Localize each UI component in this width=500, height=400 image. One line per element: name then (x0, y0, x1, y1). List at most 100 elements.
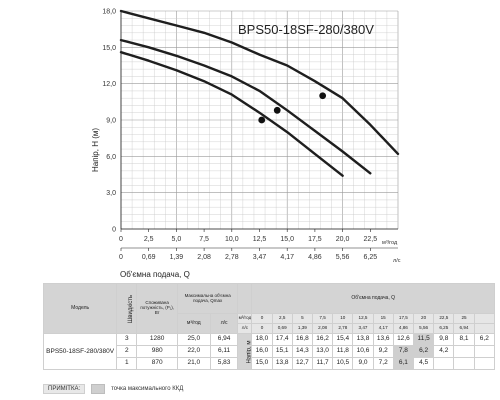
head-value-cell: 6,2 (412, 345, 435, 358)
head-value-cell: 11,7 (311, 357, 334, 370)
head-value-cell: 9,0 (352, 357, 374, 370)
chart-labels: BPS50-18SF-280/380V Напір, H (м) Об'ємна… (91, 9, 401, 280)
qmax-m3h-cell: 22,0 (176, 345, 211, 358)
head-value-cell: 13,6 (372, 333, 394, 346)
head-value-cell: 7,2 (372, 357, 394, 370)
y-tick-label: 6,0 (106, 154, 116, 161)
qmax-ls-cell: 6,11 (209, 345, 239, 358)
qmax-ls-cell: 6,94 (209, 333, 239, 346)
curve-speed-2 (119, 38, 372, 175)
y-tick-label: 12,0 (102, 81, 116, 88)
head-value-cell: 11,5 (412, 333, 435, 346)
chart-title: BPS50-18SF-280/380V (238, 22, 374, 37)
flow-ls-cell: 3,47 (352, 323, 374, 334)
x2-tick-label: 6,25 (363, 254, 377, 261)
y-tick-label: 18,0 (102, 9, 116, 16)
x2-tick-label: 2,78 (225, 254, 239, 261)
head-value-cell: 17,4 (271, 333, 293, 346)
max-efficiency-point (258, 116, 266, 124)
x-tick-label: 2,5 (144, 236, 154, 243)
curve-speed-3 (119, 9, 400, 156)
head-value-cell: 14,3 (291, 345, 313, 358)
head-value-cell: 8,1 (453, 333, 475, 346)
performance-table: Модель Швидкість Споживана потужність, (… (42, 283, 496, 370)
head-label-cell: Напір, м (237, 333, 253, 370)
x2-tick-label: 0,69 (142, 254, 156, 261)
flow-m3h-cell: 22,5 (433, 313, 455, 324)
flow-ls-cell: 0 (251, 323, 273, 334)
flow-ls-cell: 0,69 (271, 323, 293, 334)
flow-ls-cell: 1,39 (291, 323, 313, 334)
y-axis-title: Напір, H (м) (91, 128, 100, 172)
head-value-cell: 16,8 (291, 333, 313, 346)
flow-ls-cell: 4,17 (372, 323, 394, 334)
speed-cell: 1 (116, 357, 138, 370)
header-spacer (237, 283, 253, 314)
y-tick-label: 15,0 (102, 45, 116, 52)
flow-ls-cell: 2,78 (332, 323, 354, 334)
flow-ls-blank (473, 323, 496, 334)
x-axis-title: Об'ємна подача, Q (120, 270, 190, 279)
head-value-cell (453, 357, 475, 370)
flow-m3h-cell: 2,5 (271, 313, 293, 324)
table-row: 1 870 21,0 5,83 15,0 13,8 12,7 11,7 10,5 9,0 7,2 6,… (44, 357, 496, 370)
col-header-speed: Швидкість (116, 283, 138, 334)
note: ПРИМІТКА: точка максимального ККД (43, 383, 243, 395)
col-header-flow: Об'ємна подача, Q (251, 283, 495, 314)
x-tick-label: 10,0 (225, 236, 239, 243)
head-value-cell: 6,1 (392, 357, 415, 370)
x2-tick-label: 4,17 (280, 254, 294, 261)
speed-cell: 3 (116, 333, 138, 346)
head-value-cell: 15,4 (332, 333, 354, 346)
flow-m3h-cell: 7,5 (311, 313, 334, 324)
head-value-cell (453, 345, 475, 358)
x-tick-label: 17,5 (308, 236, 322, 243)
head-value-cell: 16,0 (251, 345, 273, 358)
pump-curve-chart: BPS50-18SF-280/380V Напір, H (м) Об'ємна… (91, 9, 401, 280)
head-value-cell: 13,8 (352, 333, 374, 346)
head-value-cell (473, 357, 496, 370)
qmax-ls-cell: 5,83 (209, 357, 239, 370)
flow-ls-cell: 5,56 (412, 323, 435, 334)
speed-cell: 2 (116, 345, 138, 358)
note-text: точка максимального ККД (111, 386, 184, 392)
flow-m3h-cell: 25 (453, 313, 475, 324)
flow-m3h-cell: 12,5 (352, 313, 374, 324)
curve-speed-1 (119, 51, 344, 177)
head-value-cell: 12,6 (392, 333, 415, 346)
max-efficiency-point (319, 92, 327, 100)
head-value-cell: 9,8 (433, 333, 455, 346)
chart-series (119, 9, 400, 177)
flow-m3h-cell: 10 (332, 313, 354, 324)
x2-tick-label: 5,56 (336, 254, 350, 261)
flow-m3h-cell: 17,5 (392, 313, 415, 324)
x2-unit-label: л/с (393, 258, 401, 264)
y-tick-label: 9,0 (106, 118, 116, 125)
flow-m3h-cell: 0 (251, 313, 273, 324)
qmax-m3h-cell: 21,0 (176, 357, 211, 370)
note-label: ПРИМІТКА: (43, 384, 86, 394)
x-tick-label: 7,5 (199, 236, 209, 243)
x-tick-label: 22,5 (363, 236, 377, 243)
col-header-power: Споживана потужність, (P₁), Вт (136, 283, 178, 334)
flow-m3h-blank (473, 313, 496, 324)
x2-tick-label: 1,39 (170, 254, 184, 261)
x2-tick-label: 3,47 (253, 254, 267, 261)
head-value-cell: 11,8 (332, 345, 354, 358)
col-header-m3h: м³/год (176, 313, 211, 334)
max-efficiency-point (273, 106, 281, 114)
x-tick-label: 20,0 (336, 236, 350, 243)
y-tick-label: 0 (112, 227, 116, 234)
flow-ls-cell: 6,94 (453, 323, 475, 334)
qmax-m3h-cell: 25,0 (176, 333, 211, 346)
head-value-cell: 15,0 (251, 357, 273, 370)
head-value-cell: 15,1 (271, 345, 293, 358)
head-value-cell: 10,5 (332, 357, 354, 370)
power-cell: 980 (136, 345, 178, 358)
y-tick-label: 3,0 (106, 190, 116, 197)
x2-tick-label: 2,08 (197, 254, 211, 261)
flow-m3h-cell: 15 (372, 313, 394, 324)
power-cell: 870 (136, 357, 178, 370)
head-value-cell: 16,2 (311, 333, 334, 346)
